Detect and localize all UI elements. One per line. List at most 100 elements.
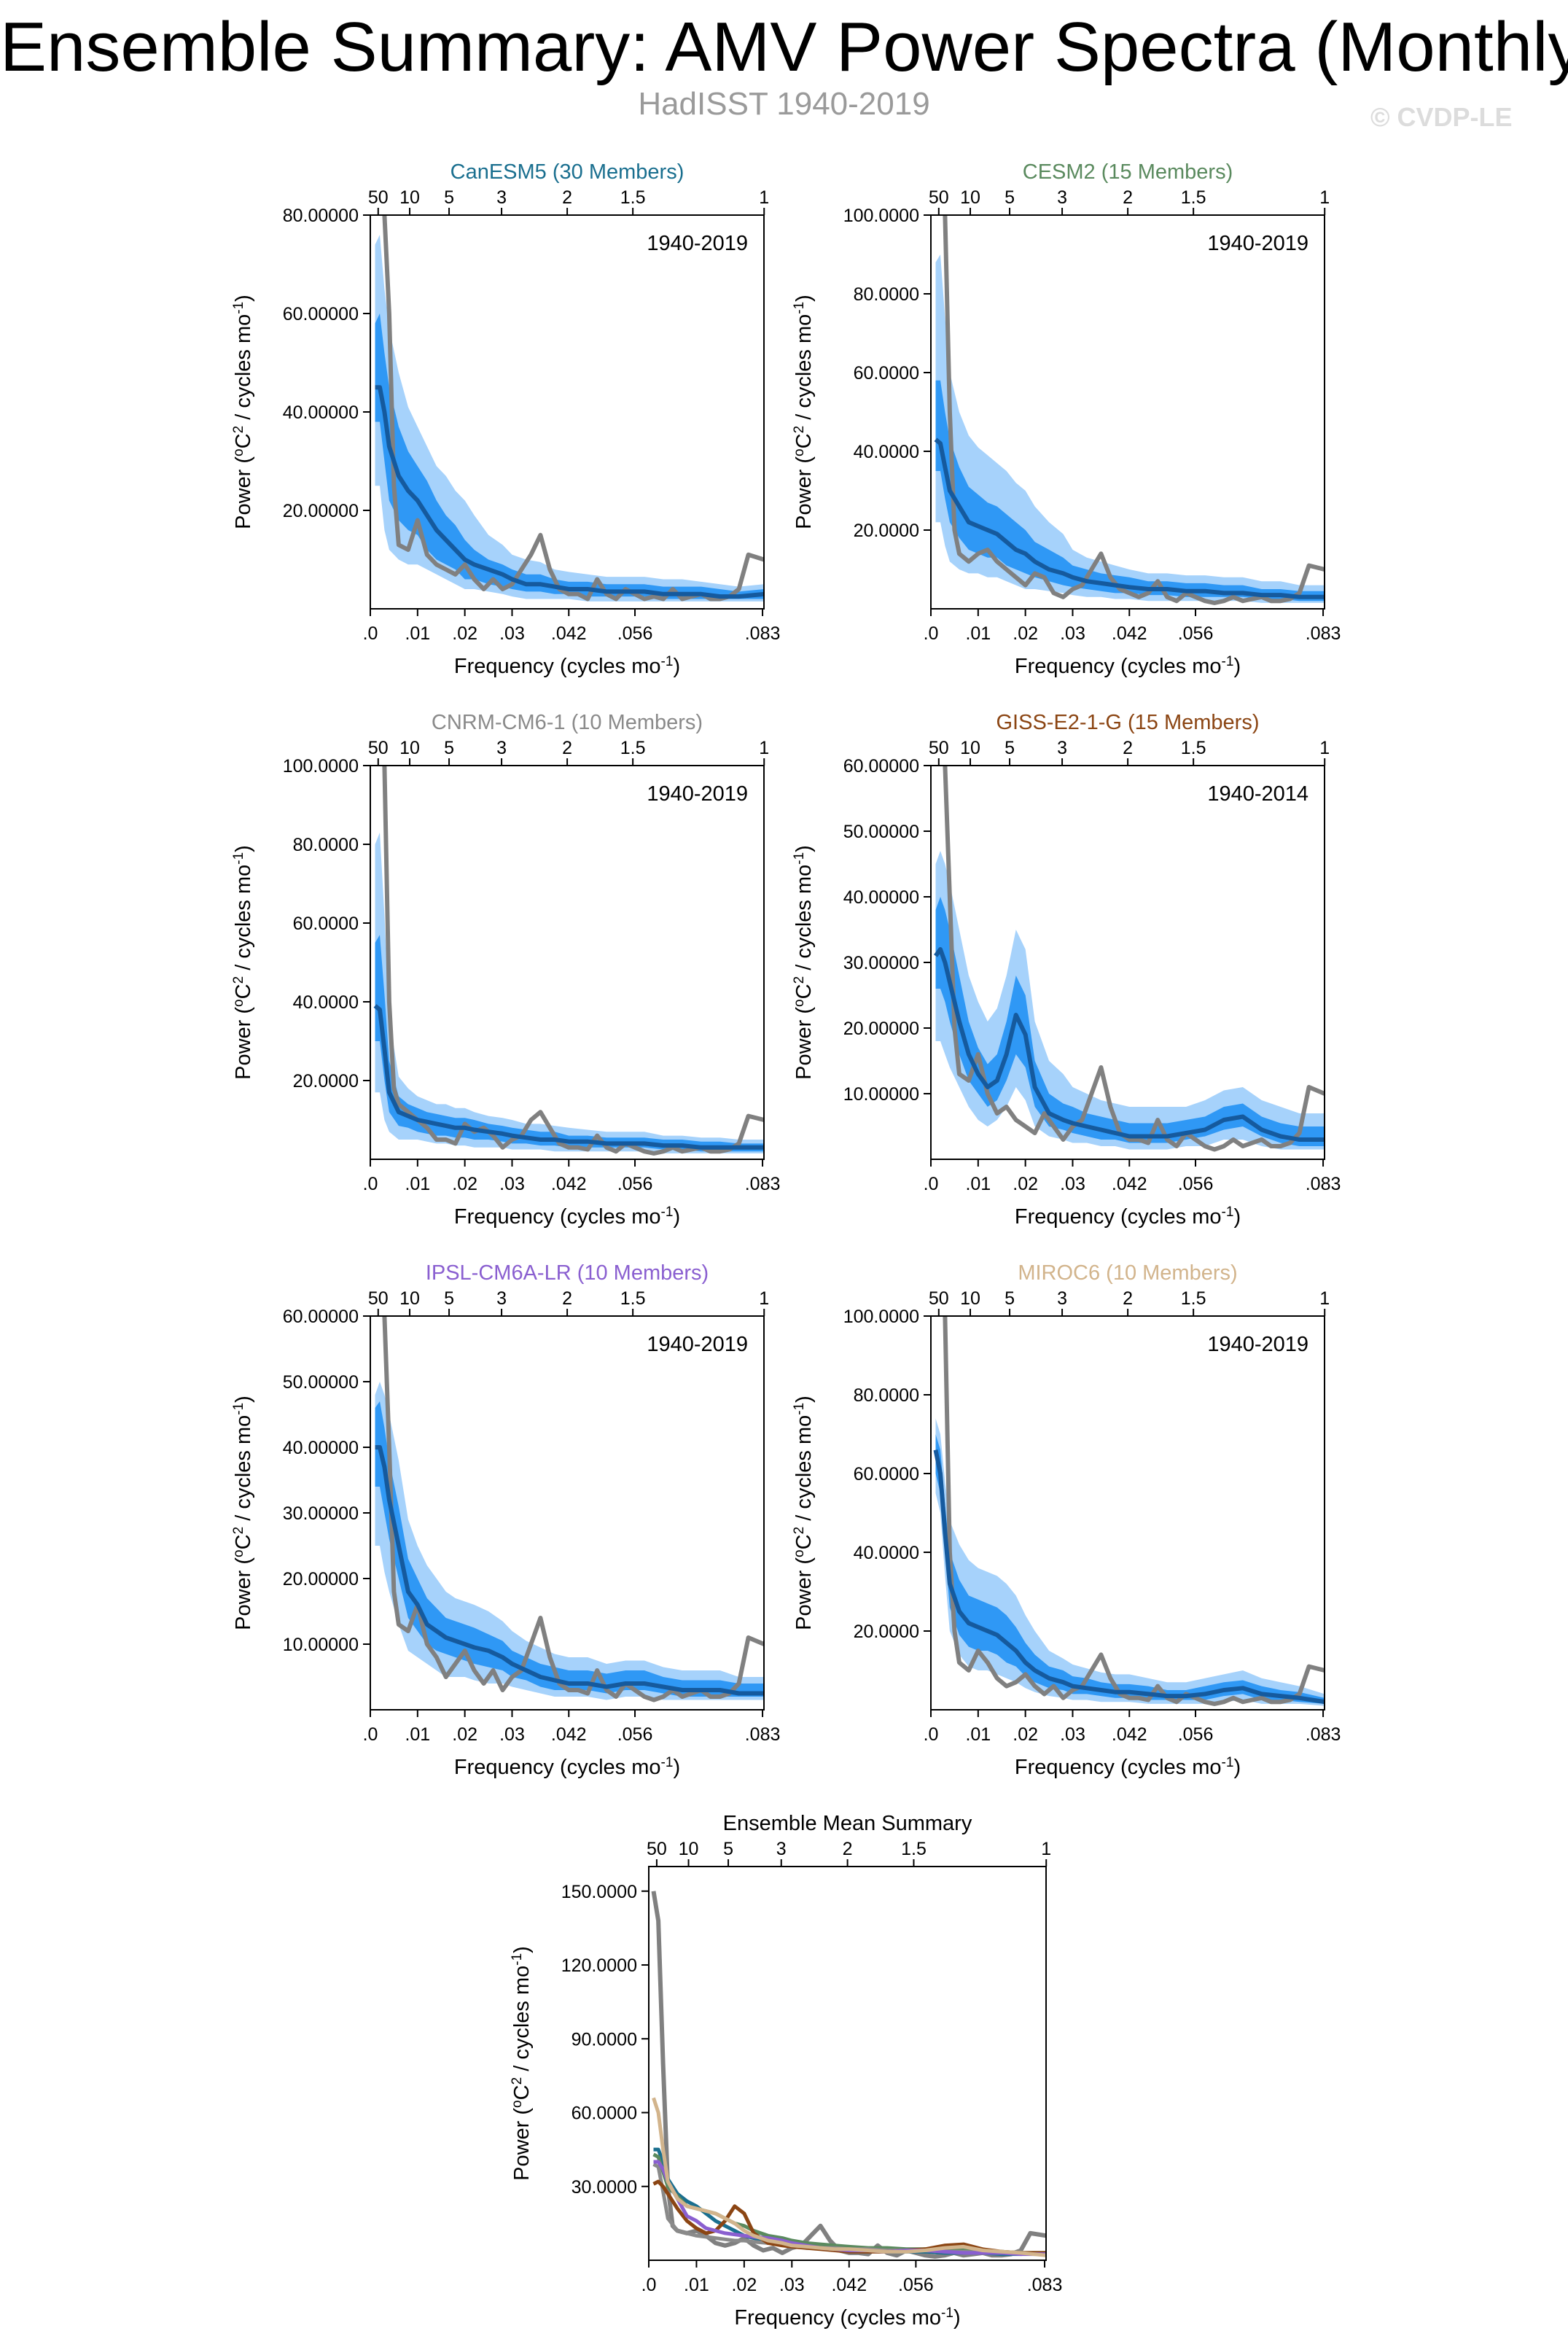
top-tick-label: 1 [1319, 187, 1330, 208]
x-tick-label: .056 [898, 2275, 934, 2295]
chart-panel-3: 20.0000 40.0000 60.0000 80.0000 100.0000 .0 .0… [231, 711, 781, 1229]
x-tick-label: .02 [731, 2275, 757, 2295]
ensemble-mean-line [375, 385, 764, 599]
x-tick-label: .083 [1306, 1724, 1341, 1745]
top-tick-label: 50 [929, 1288, 949, 1309]
top-tick-label: 3 [496, 1288, 507, 1309]
top-tick-label: 1 [759, 738, 769, 758]
x-tick-label: .056 [1178, 1724, 1214, 1745]
x-tick-label: .042 [551, 1174, 587, 1194]
chart-panel-2: 20.0000 40.0000 60.0000 80.0000 100.0000 .0 .0… [792, 160, 1341, 678]
plot-area [934, 215, 1325, 605]
top-tick-label: 1 [1319, 1288, 1330, 1309]
panel-title: GISS-E2-1-G (15 Members) [996, 711, 1260, 734]
x-tick-label: .0 [924, 623, 939, 644]
observation-line [382, 766, 764, 1156]
top-tick-label: 1.5 [620, 1288, 646, 1309]
chart-panel-6: 20.0000 40.0000 60.0000 80.0000 100.0000 .0 .0… [792, 1261, 1341, 1779]
y-tick-label: 60.00000 [283, 1307, 359, 1327]
y-tick-label: 20.0000 [854, 1622, 919, 1642]
top-tick-label: 3 [776, 1839, 787, 1859]
x-tick-label: .02 [452, 1174, 477, 1194]
top-tick-label: 2 [843, 1839, 853, 1859]
top-tick-label: 1 [759, 1288, 769, 1309]
panel-title: Ensemble Mean Summary [723, 1812, 972, 1835]
top-tick-label: 50 [929, 187, 949, 208]
x-tick-label: .02 [1013, 1174, 1038, 1194]
ensemble-mean-line [373, 1004, 764, 1150]
x-tick-label: .042 [1112, 1724, 1147, 1745]
y-axis-label: Power (oC2 / cycles mo-1) [510, 1946, 534, 2181]
observation-line [382, 1316, 764, 1702]
ensemble-range-outer [935, 1418, 1325, 1706]
y-tick-label: 80.0000 [854, 284, 919, 305]
ensemble-range-outer [935, 254, 1325, 603]
x-tick-label: .056 [617, 1174, 653, 1194]
period-label: 1940-2019 [1207, 232, 1308, 255]
top-tick-label: 2 [562, 187, 572, 208]
y-tick-label: 40.0000 [854, 1543, 919, 1563]
x-tick-label: .01 [965, 1724, 991, 1745]
top-tick-label: 10 [960, 738, 980, 758]
period-label: 1940-2019 [647, 232, 748, 255]
period-label: 1940-2014 [1207, 782, 1308, 806]
x-tick-label: .01 [965, 623, 991, 644]
x-tick-label: .083 [745, 1724, 781, 1745]
top-tick-label: 5 [1005, 187, 1015, 208]
y-tick-label: 40.0000 [293, 992, 359, 1013]
x-tick-label: .02 [1013, 623, 1038, 644]
y-tick-label: 60.0000 [854, 1464, 919, 1484]
plot-area [375, 215, 764, 602]
top-tick-label: 10 [399, 187, 420, 208]
y-tick-label: 50.00000 [843, 822, 919, 842]
x-tick-label: .03 [779, 2275, 805, 2295]
chart-panel-7: 30.0000 60.0000 90.0000 120.0000 150.0000 .0.… [510, 1812, 1063, 2330]
observation-line [651, 1891, 1046, 2259]
ensemble-mean-line [933, 1449, 1325, 1705]
y-tick-label: 20.00000 [843, 1019, 919, 1039]
top-tick-label: 3 [1057, 738, 1067, 758]
ensemble-mean-line [934, 437, 1325, 599]
x-axis-label: Frequency (cycles mo-1) [454, 654, 680, 679]
y-tick-label: 80.0000 [854, 1385, 919, 1406]
plot-frame [370, 765, 765, 1160]
x-tick-label: .0 [363, 623, 378, 644]
y-tick-label: 40.00000 [283, 1438, 359, 1458]
y-tick-label: 40.00000 [843, 887, 919, 908]
y-tick-label: 30.00000 [843, 953, 919, 973]
x-tick-label: .083 [1306, 623, 1341, 644]
y-tick-label: 10.00000 [843, 1084, 919, 1105]
top-tick-label: 5 [723, 1839, 733, 1859]
x-tick-label: .0 [641, 2275, 657, 2295]
plot-frame [648, 1866, 1047, 2261]
x-axis-label: Frequency (cycles mo-1) [1015, 1204, 1241, 1229]
x-axis-label: Frequency (cycles mo-1) [454, 1204, 680, 1229]
y-tick-label: 40.0000 [854, 442, 919, 462]
x-tick-label: .01 [405, 1724, 430, 1745]
x-tick-label: .0 [363, 1174, 378, 1194]
x-tick-label: .083 [1027, 2275, 1063, 2295]
chart-panel-4: 10.00000 20.00000 30.00000 40.00000 50.00000… [792, 711, 1341, 1229]
plot-area [375, 1316, 764, 1702]
top-tick-label: 2 [1123, 1288, 1133, 1309]
x-tick-label: .042 [1112, 1174, 1147, 1194]
top-tick-label: 5 [444, 187, 454, 208]
y-tick-label: 60.0000 [572, 2103, 637, 2124]
top-tick-label: 1.5 [1181, 187, 1206, 208]
top-tick-label: 5 [1005, 1288, 1015, 1309]
ensemble-mean-line-5 [653, 2160, 1046, 2257]
y-tick-label: 10.00000 [283, 1635, 359, 1655]
page-title: Ensemble Summary: AMV Power Spectra (Mon… [0, 8, 1568, 86]
x-tick-label: .056 [617, 623, 653, 644]
top-tick-label: 50 [647, 1839, 667, 1859]
top-tick-label: 1.5 [620, 738, 646, 758]
top-tick-label: 3 [1057, 187, 1067, 208]
top-tick-label: 3 [496, 187, 507, 208]
top-tick-label: 10 [960, 1288, 980, 1309]
top-tick-label: 1.5 [1181, 738, 1206, 758]
top-tick-label: 3 [1057, 1288, 1067, 1309]
top-tick-label: 10 [679, 1839, 699, 1859]
ensemble-range-inner [375, 935, 764, 1152]
x-tick-label: .01 [405, 623, 430, 644]
